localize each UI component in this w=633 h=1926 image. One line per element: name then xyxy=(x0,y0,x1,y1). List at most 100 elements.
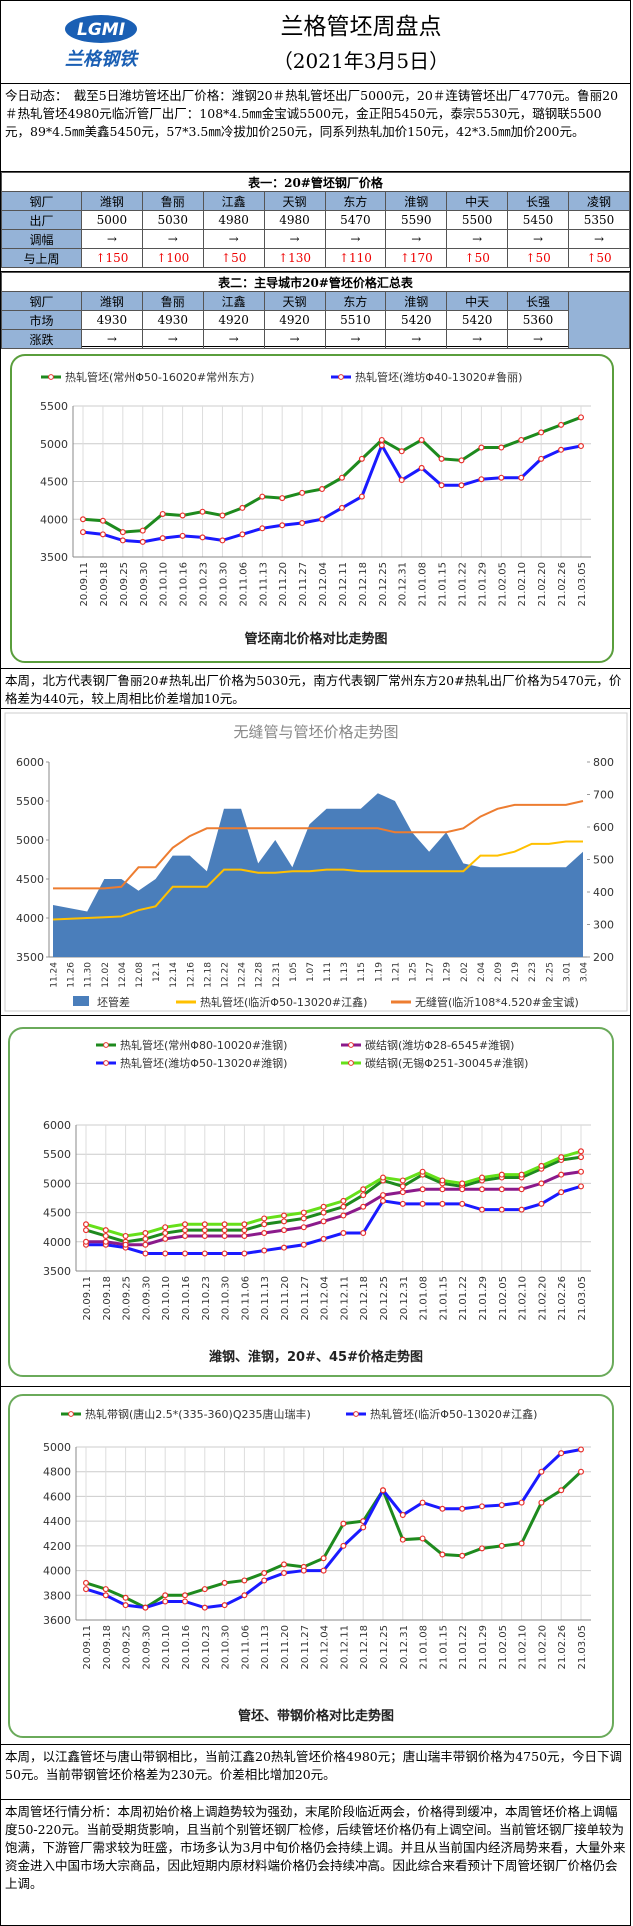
marker xyxy=(162,1235,169,1242)
marker xyxy=(498,444,505,451)
logo-text: LGMI xyxy=(77,20,125,40)
x-tick-label: 20.11.06 xyxy=(240,1625,251,1670)
cell: → xyxy=(568,229,630,249)
marker xyxy=(399,1511,406,1518)
line xyxy=(86,1184,582,1255)
y-tick-label: 3500 xyxy=(40,551,68,564)
marker xyxy=(162,1224,169,1231)
marker xyxy=(380,1192,387,1199)
marker xyxy=(538,1162,545,1169)
header-cell: 潍钢 xyxy=(81,191,143,211)
x-tick-label: 20.10.23 xyxy=(201,1625,212,1670)
x-tick-label: 12.28 xyxy=(255,962,265,988)
marker xyxy=(182,1250,189,1257)
marker xyxy=(518,474,525,481)
marker xyxy=(558,1189,565,1196)
x-tick-label: 20.09.30 xyxy=(139,562,150,607)
marker xyxy=(82,1227,89,1234)
x-tick-label: 21.01.22 xyxy=(458,1625,469,1670)
y2-tick-label: 800 xyxy=(593,756,614,769)
x-tick-label: 20.11.27 xyxy=(298,562,309,607)
y2-tick-label: 700 xyxy=(593,789,614,802)
y-tick-label: 5000 xyxy=(40,438,68,451)
marker xyxy=(261,1230,268,1237)
x-tick-label: 20.09.25 xyxy=(119,562,130,607)
marker xyxy=(102,1592,109,1599)
cell: ↑50 xyxy=(202,248,265,268)
cell: ↑50 xyxy=(507,248,569,268)
y-tick-label: 5000 xyxy=(43,1441,71,1454)
marker xyxy=(219,537,226,544)
x-tick-label: 20.12.11 xyxy=(339,1276,350,1321)
table-1: 表一：20#管坯钢厂价格 钢厂 潍钢 鲁丽 江鑫 天钢 东方 淮钢 中天 长强 凌钢 出厂 5000 50… xyxy=(0,172,631,272)
marker xyxy=(558,1171,565,1178)
x-tick-label: 20.12.11 xyxy=(338,562,349,607)
table: 表一：20#管坯钢厂价格 钢厂 潍钢 鲁丽 江鑫 天钢 东方 淮钢 中天 长强 凌钢 出厂 5000 50… xyxy=(1,172,630,268)
x-tick-label: 20.09.18 xyxy=(99,562,110,607)
legend-marker xyxy=(348,1042,354,1048)
marker xyxy=(221,1250,228,1257)
marker xyxy=(577,1446,584,1453)
marker xyxy=(439,1186,446,1193)
marker xyxy=(459,1180,466,1187)
marker xyxy=(199,508,206,515)
marker xyxy=(122,1602,129,1609)
marker xyxy=(221,1221,228,1228)
marker xyxy=(439,1177,446,1184)
header-cell: 凌钢 xyxy=(568,191,630,211)
marker xyxy=(221,1232,228,1239)
marker xyxy=(340,1230,347,1237)
y-tick-label: 6000 xyxy=(43,1119,71,1132)
x-tick-label: 20.12.18 xyxy=(358,562,369,607)
marker xyxy=(162,1250,169,1257)
header-cell: 中天 xyxy=(446,191,509,211)
legend-marker xyxy=(353,1411,359,1417)
legend-label: 热轧管坯(潍坊Φ40-13020#鲁丽) xyxy=(355,370,522,384)
x-tick-label: 1.15 xyxy=(357,962,367,982)
cell: 5420 xyxy=(385,310,448,330)
marker xyxy=(241,1592,248,1599)
x-tick-label: 1.25 xyxy=(409,962,419,982)
x-tick-label: 12.04 xyxy=(118,962,128,988)
y-tick-label: 3500 xyxy=(16,951,44,964)
cell: → xyxy=(507,329,569,349)
chart-3-box: 3500 4000 4500 5000 5500 6000 20.09.11 20.09.18… xyxy=(0,1016,631,1387)
marker xyxy=(538,1499,545,1506)
marker xyxy=(577,443,584,450)
y2-tick-label: 300 xyxy=(593,919,614,932)
cell: ↑50 xyxy=(568,248,630,268)
x-tick-label: 20.11.06 xyxy=(240,1276,251,1321)
x-tick-label: 12.02 xyxy=(101,962,111,988)
marker xyxy=(479,1503,486,1510)
x-tick-label: 21.03.05 xyxy=(577,562,588,607)
x-tick-label: 21.02.05 xyxy=(497,562,508,607)
marker xyxy=(320,1555,327,1562)
marker xyxy=(159,535,166,542)
cell: → xyxy=(507,229,569,249)
marker xyxy=(479,1186,486,1193)
y-tick-label: 5500 xyxy=(16,795,44,808)
marker xyxy=(419,1186,426,1193)
x-tick-label: 20.10.10 xyxy=(159,562,170,607)
x-tick-label: 21.02.20 xyxy=(537,1625,548,1670)
marker xyxy=(82,1586,89,1593)
y-tick-label: 5500 xyxy=(40,400,68,413)
cell: 5500 xyxy=(446,210,509,230)
marker xyxy=(358,493,365,500)
x-tick-label: 21.01.15 xyxy=(438,1276,449,1321)
legend-label: 碳结钢(潍坊Φ28-6545#潍钢) xyxy=(365,1038,514,1052)
chart-title: 潍钢、淮钢，20#、45#价格走势图 xyxy=(209,1349,423,1365)
marker xyxy=(418,464,425,471)
y-tick-label: 4600 xyxy=(43,1490,71,1503)
marker xyxy=(102,1238,109,1245)
marker xyxy=(538,455,545,462)
legend-label: 热轧管坯(潍坊Φ50-13020#潍钢) xyxy=(120,1056,287,1070)
marker xyxy=(518,436,525,443)
marker xyxy=(241,1250,248,1257)
note: 本周，北方代表钢厂鲁丽20#热轧出厂价格为5030元，南方代表钢厂常州东方20#… xyxy=(0,669,631,709)
header-cell: 长强 xyxy=(507,291,569,311)
cell: 5470 xyxy=(324,210,387,230)
chart-title: 无缝管与管坯价格走势图 xyxy=(233,723,398,741)
y2-tick-label: 200 xyxy=(593,951,614,964)
marker xyxy=(399,1177,406,1184)
